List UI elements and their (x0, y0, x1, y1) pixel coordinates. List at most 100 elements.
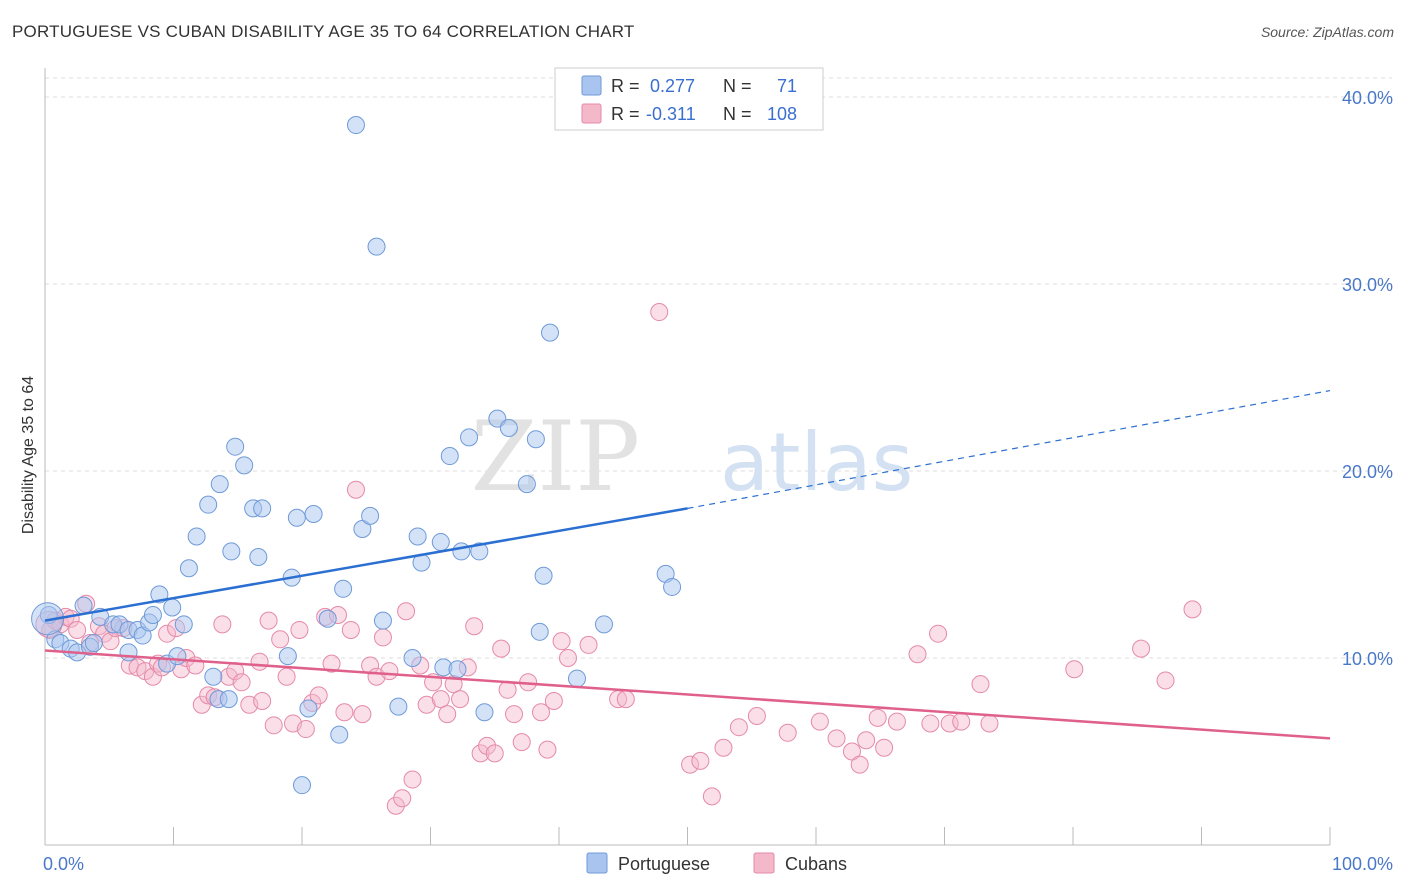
cubans-point (875, 738, 894, 757)
cubans-point (850, 755, 869, 774)
legend-n-value-portuguese: 71 (777, 76, 797, 96)
cubans-point (309, 686, 328, 705)
cubans-point (650, 303, 669, 322)
legend-swatch-portuguese (581, 75, 602, 96)
cubans-point (616, 690, 635, 709)
portuguese-point (567, 669, 586, 688)
cubans-point (341, 620, 360, 639)
cubans-point (532, 703, 551, 722)
cubans-point (373, 628, 392, 647)
cubans-point (290, 620, 309, 639)
portuguese-point (187, 527, 206, 546)
cubans-point (253, 692, 272, 711)
series-portuguese (31, 116, 682, 795)
portuguese-point (448, 660, 467, 679)
portuguese-point (530, 622, 549, 641)
chart-title: PORTUGUESE VS CUBAN DISABILITY AGE 35 TO… (12, 22, 635, 41)
portuguese-point (318, 609, 337, 628)
cubans-point (492, 639, 511, 658)
portuguese-point (163, 598, 182, 617)
legend-r-label-portuguese: R = (611, 76, 640, 96)
cubans-point (558, 649, 577, 667)
portuguese-point (253, 499, 272, 518)
cubans-point (250, 652, 269, 671)
portuguese-point (334, 579, 353, 598)
portuguese-point (440, 447, 459, 466)
cubans-point (431, 690, 450, 709)
portuguese-point (470, 542, 489, 561)
bottom-legend: Portuguese Cubans (586, 852, 847, 874)
cubans-point (68, 620, 87, 639)
portuguese-point (84, 634, 103, 653)
cubans-point (232, 673, 251, 692)
cubans-point (213, 615, 232, 634)
cubans-point (579, 635, 598, 654)
cubans-point (438, 705, 457, 724)
portuguese-point (408, 527, 427, 546)
portuguese-point (534, 566, 553, 585)
trend-lines (44, 389, 1331, 740)
cubans-point (980, 714, 999, 733)
watermark-atlas: atlas (720, 416, 913, 509)
portuguese-point (499, 418, 518, 437)
cubans-point (538, 740, 557, 759)
cubans-point (386, 796, 405, 815)
y-tick-label: 10.0% (1342, 649, 1393, 669)
tick-labels: 10.0% 20.0% 30.0% 40.0% 0.0% 100.0% (43, 88, 1393, 874)
cubans-point (1132, 639, 1151, 658)
cubans-point (478, 736, 497, 755)
portuguese-point (367, 237, 386, 256)
portuguese-point (210, 475, 229, 494)
cubans-point (544, 692, 563, 711)
cubans-point (857, 731, 876, 750)
portuguese-point (168, 647, 187, 666)
portuguese-point (293, 776, 311, 795)
portuguese-point (222, 542, 241, 561)
portuguese-point-cluster (31, 602, 65, 636)
cubans-point (729, 718, 748, 737)
cubans-point (417, 695, 436, 714)
cubans-point (747, 706, 766, 725)
cubans-point (512, 733, 531, 752)
portuguese-point (235, 456, 254, 475)
cubans-point (271, 630, 290, 649)
portuguese-point (541, 323, 560, 342)
axes (44, 68, 1331, 846)
cubans-point (681, 755, 700, 774)
chart-source: Source: ZipAtlas.com (1260, 24, 1394, 40)
cubans-point (353, 705, 372, 724)
portuguese-point (299, 699, 318, 718)
cubans-point (1183, 600, 1202, 619)
cubans-point (485, 744, 504, 763)
cubans-point (259, 611, 278, 630)
cubans-point (908, 645, 927, 664)
bottom-legend-swatch-cubans (753, 852, 775, 874)
portuguese-point (219, 690, 238, 709)
series-cubans (35, 303, 1202, 815)
cubans-point (296, 720, 315, 739)
portuguese-point (287, 508, 306, 527)
portuguese-point (179, 559, 198, 578)
legend-n-value-cubans: 108 (767, 104, 797, 124)
cubans-point (498, 680, 517, 699)
x-tick-label: 100.0% (1332, 854, 1393, 874)
portuguese-point (119, 643, 138, 662)
portuguese-point (460, 428, 479, 447)
portuguese-point (278, 647, 297, 666)
y-tick-label: 30.0% (1342, 275, 1393, 295)
portuguese-point (199, 495, 218, 514)
legend-n-label-portuguese: N = (723, 76, 752, 96)
y-axis-label: Disability Age 35 to 64 (20, 376, 37, 534)
cubans-point (778, 723, 797, 742)
cubans-point (380, 662, 399, 681)
cubans-point (552, 632, 571, 651)
cubans-point (451, 690, 470, 709)
portuguese-point (346, 116, 365, 135)
portuguese-point (174, 615, 193, 634)
bottom-legend-cubans: Cubans (785, 854, 847, 874)
cubans-point (397, 602, 416, 621)
cubans-point (810, 712, 829, 731)
watermark: ZIP atlas (471, 401, 914, 513)
cubans-point (465, 617, 484, 636)
cubans-point (714, 738, 733, 757)
